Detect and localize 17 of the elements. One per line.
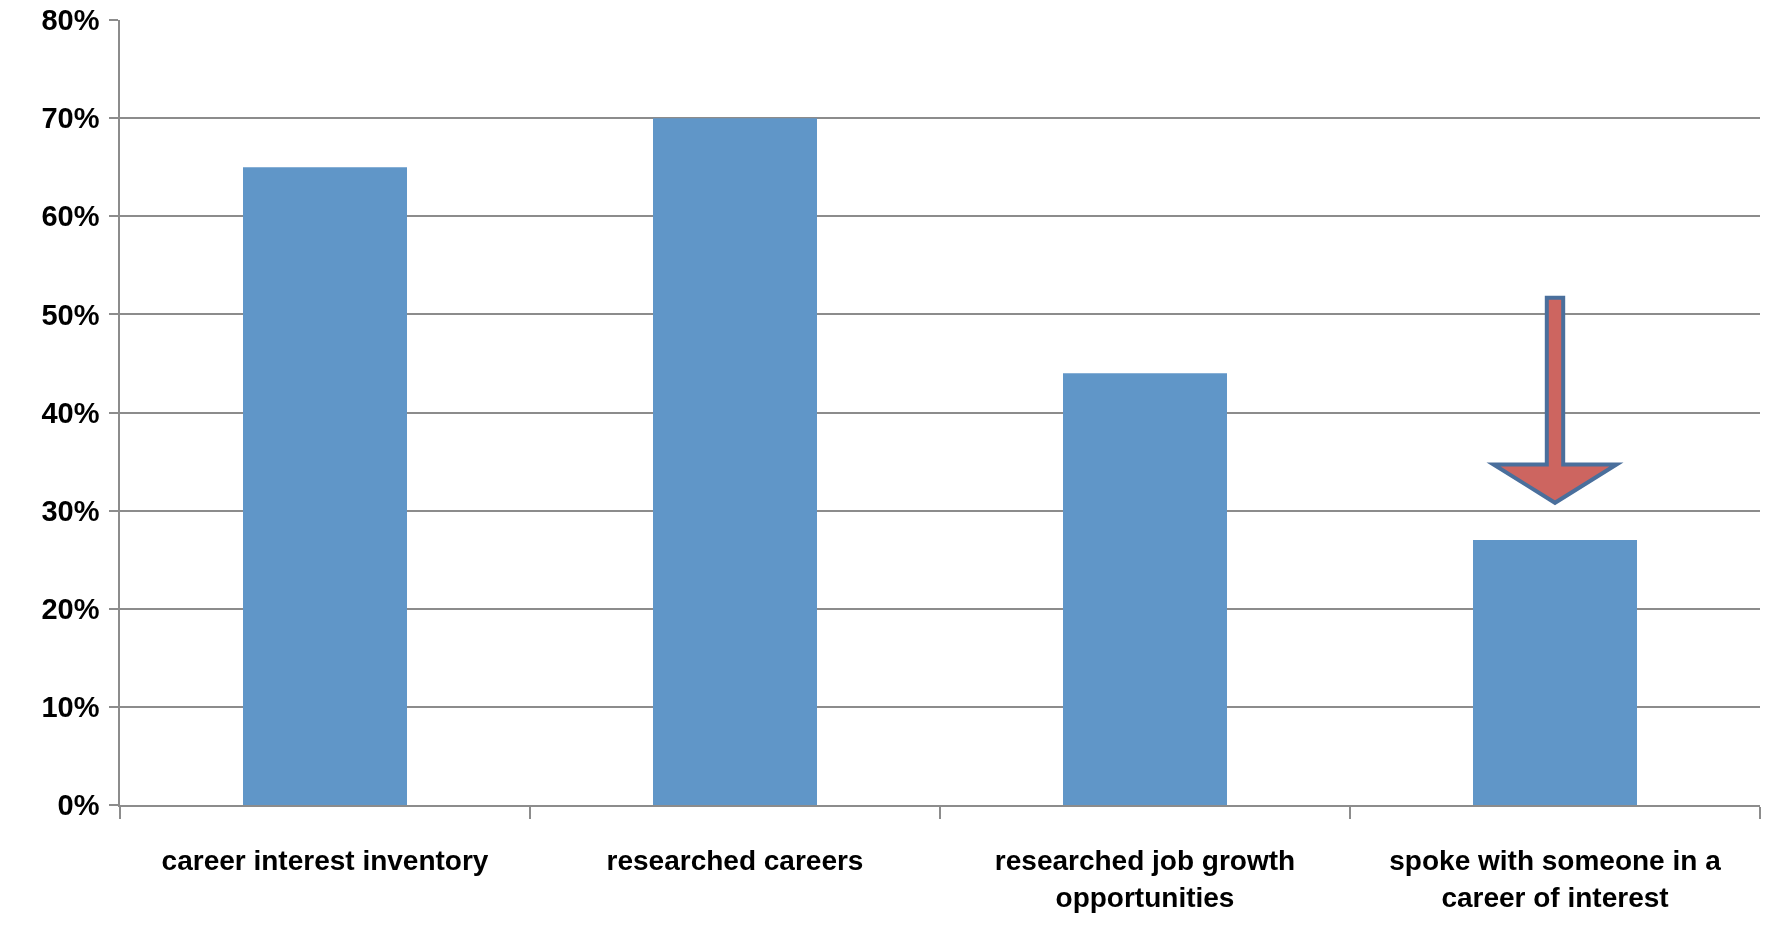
bar [243, 167, 407, 805]
y-tick-label: 70% [41, 102, 100, 135]
x-tick-label: researched job growth opportunities [994, 845, 1296, 913]
y-tick-label: 0% [57, 789, 100, 822]
bar [1063, 373, 1227, 805]
x-tick-label: career interest inventory [161, 845, 489, 877]
y-tick-label: 20% [41, 592, 100, 625]
y-tick-label: 80% [41, 4, 100, 37]
y-tick-label: 60% [41, 200, 100, 233]
bar [653, 118, 817, 805]
y-tick-label: 50% [41, 298, 100, 331]
y-tick-label: 10% [41, 691, 100, 724]
y-tick-label: 40% [41, 396, 100, 429]
bar [1473, 540, 1637, 805]
x-tick-label: researched careers [606, 845, 864, 877]
x-tick-label: spoke with someone in a career of interest [1389, 845, 1722, 913]
y-tick-label: 30% [41, 494, 100, 527]
